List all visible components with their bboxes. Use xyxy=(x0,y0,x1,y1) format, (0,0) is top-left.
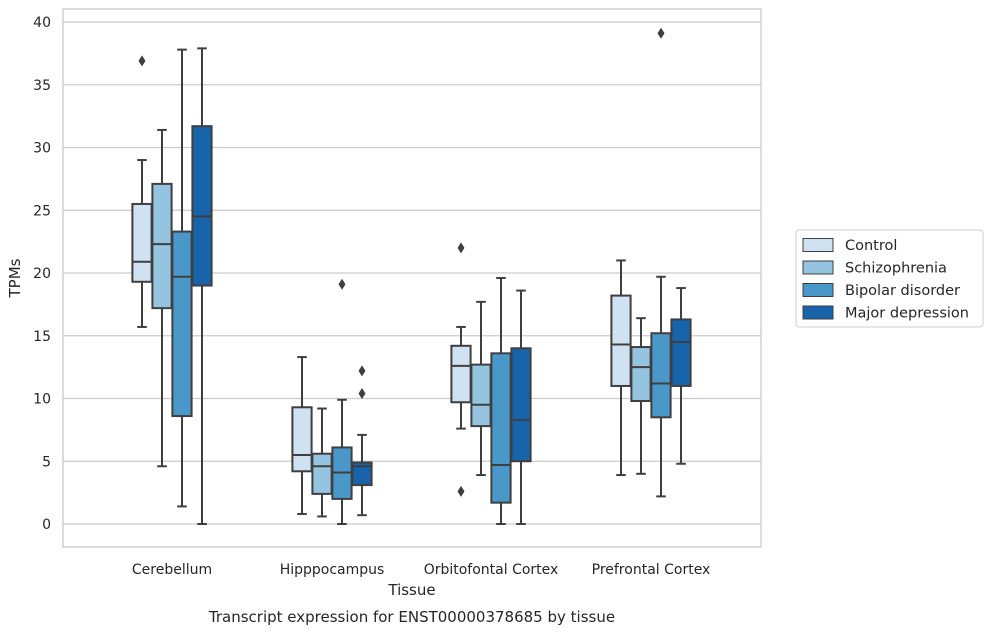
outlier-point xyxy=(457,485,465,497)
y-tick-label: 20 xyxy=(33,266,51,282)
plot-frame xyxy=(62,8,762,548)
box-bipolar-disorder xyxy=(331,278,353,525)
legend-swatch xyxy=(802,260,834,275)
y-tick-label: 0 xyxy=(42,517,51,533)
box-iqr xyxy=(610,294,632,387)
box-iqr xyxy=(311,452,333,495)
x-tick-labels: Cerebellum Hipppocampus Orbitofontal Corte… xyxy=(132,562,710,578)
box-iqr xyxy=(171,230,193,418)
y-tick-label: 25 xyxy=(33,203,51,219)
y-tick-label: 5 xyxy=(42,454,51,470)
plot-boxes xyxy=(131,27,692,525)
y-tick-label: 30 xyxy=(33,141,51,157)
legend-label: Major depression xyxy=(845,306,969,322)
chart-caption: Transcript expression for ENST0000037868… xyxy=(208,608,615,626)
outlier-point xyxy=(358,365,366,377)
legend-swatch xyxy=(802,305,834,320)
y-tick-labels: 0 5 10 15 20 25 30 35 40 xyxy=(33,15,51,533)
box-iqr xyxy=(151,182,173,310)
box-iqr xyxy=(470,363,492,428)
x-tick-label: Prefrontal Cortex xyxy=(592,562,711,578)
box-control xyxy=(291,356,313,515)
x-axis-label: Tissue xyxy=(387,581,435,599)
box-major-depression xyxy=(191,47,213,525)
box-iqr xyxy=(450,344,472,404)
outlier-point xyxy=(338,278,346,290)
box-iqr xyxy=(650,332,672,419)
box-schizophrenia xyxy=(151,128,173,468)
legend-swatch xyxy=(802,238,834,252)
outlier-point xyxy=(358,387,366,399)
x-tick-label: Cerebellum xyxy=(132,562,212,578)
y-tick-label: 35 xyxy=(33,78,51,94)
y-axis-label: TPMs xyxy=(6,258,24,298)
box-iqr xyxy=(131,202,153,283)
box-control xyxy=(450,242,472,497)
box-major-depression xyxy=(670,287,692,465)
box-iqr xyxy=(351,461,373,487)
outlier-point xyxy=(457,242,465,254)
legend-swatch xyxy=(802,283,834,297)
y-tick-label: 40 xyxy=(33,15,51,31)
outlier-point xyxy=(657,27,665,39)
box-major-depression xyxy=(510,289,532,525)
box-iqr xyxy=(670,318,692,387)
box-iqr xyxy=(510,347,532,463)
outlier-point xyxy=(138,55,146,67)
x-tick-label: Hipppocampus xyxy=(280,562,385,578)
legend-frame xyxy=(795,229,984,328)
box-iqr xyxy=(490,352,512,504)
box-iqr xyxy=(630,346,652,403)
legend: Control Schizophrenia Bipolar disorder Majo… xyxy=(795,229,984,328)
legend-label: Bipolar disorder xyxy=(845,283,960,299)
legend-label: Schizophrenia xyxy=(845,261,947,277)
box-iqr xyxy=(291,406,313,473)
x-tick-label: Orbitofontal Cortex xyxy=(424,562,559,578)
y-tick-label: 10 xyxy=(33,392,51,408)
box-bipolar-disorder xyxy=(171,48,193,508)
y-tick-label: 15 xyxy=(33,329,51,345)
box-major-depression xyxy=(351,365,373,517)
box-control xyxy=(610,259,632,477)
box-iqr xyxy=(191,125,213,287)
legend-label: Control xyxy=(845,238,897,254)
